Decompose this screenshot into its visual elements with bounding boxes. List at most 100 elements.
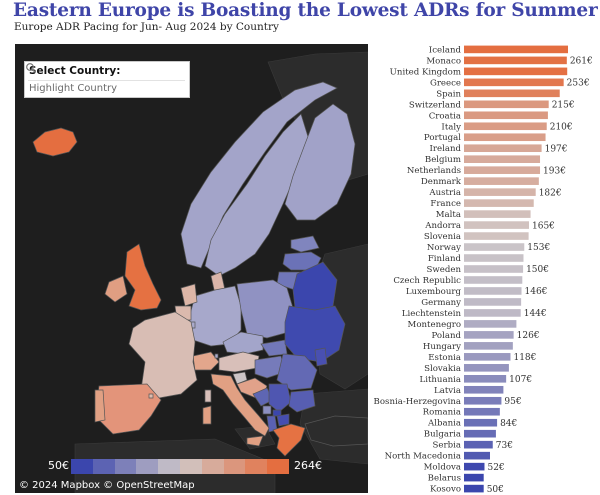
- map-poland: [236, 279, 294, 339]
- bar[interactable]: [464, 144, 542, 153]
- bar[interactable]: [464, 407, 500, 416]
- bar-category-label: Moldova: [424, 463, 461, 473]
- bar-category-label: Norway: [427, 243, 461, 253]
- map-hungary: [254, 355, 286, 379]
- bar[interactable]: [464, 67, 568, 76]
- bar[interactable]: [464, 342, 513, 350]
- map-austria: [218, 351, 260, 373]
- bar-category-label: Czech Republic: [393, 276, 461, 286]
- bar-value-label: 84€: [500, 419, 517, 429]
- bar-category-label: Spain: [436, 89, 461, 99]
- bar-value-label: 193€: [543, 166, 566, 176]
- bar[interactable]: [464, 440, 493, 449]
- bar-category-label: Albania: [427, 419, 461, 429]
- bar-category-label: Croatia: [429, 111, 461, 121]
- europe-choropleth-map[interactable]: Select Country: 50€ 264€ © 2024 Mapbox ©…: [15, 44, 368, 493]
- bar[interactable]: [464, 243, 525, 251]
- bar-category-label: Finland: [428, 254, 462, 264]
- bar[interactable]: [464, 56, 567, 65]
- map-montenegro: [262, 405, 272, 415]
- map-greece: [272, 423, 306, 457]
- map-uk: [124, 243, 162, 311]
- bar-value-label: 253€: [567, 79, 590, 89]
- page-subtitle: Europe ADR Pacing for Jun- Aug 2024 by C…: [14, 21, 279, 33]
- bar-category-label: Ireland: [430, 144, 462, 154]
- bar[interactable]: [464, 364, 509, 372]
- bar[interactable]: [464, 254, 524, 262]
- bar-category-label: Serbia: [433, 441, 461, 451]
- bar-category-label: Liechtenstein: [402, 309, 462, 319]
- bar[interactable]: [464, 78, 564, 87]
- bar-category-label: Monaco: [426, 56, 461, 66]
- map-bulgaria: [288, 389, 316, 413]
- bar-value-label: 144€: [524, 309, 547, 319]
- bar-value-label: 95€: [504, 397, 521, 407]
- bar[interactable]: [464, 396, 502, 405]
- bar[interactable]: [464, 122, 547, 131]
- bar[interactable]: [464, 188, 536, 196]
- bar[interactable]: [464, 331, 514, 339]
- bar-category-label: Portugal: [424, 133, 461, 143]
- bar[interactable]: [464, 177, 539, 185]
- bar[interactable]: [464, 89, 560, 98]
- bar[interactable]: [464, 375, 507, 383]
- map-ireland: [104, 275, 128, 303]
- bar[interactable]: [464, 385, 504, 394]
- bar-category-label: Hungary: [423, 342, 461, 352]
- legend-step: [201, 459, 224, 474]
- map-andorra: [148, 393, 154, 399]
- legend-step: [114, 459, 137, 474]
- bar[interactable]: [464, 287, 522, 295]
- bar[interactable]: [464, 133, 546, 142]
- bar[interactable]: [464, 484, 484, 493]
- map-slovakia: [260, 339, 288, 357]
- legend-step: [92, 459, 115, 474]
- bar[interactable]: [464, 155, 541, 163]
- bar-category-label: Slovenia: [424, 232, 461, 242]
- bar-category-label: Bosnia-Herzegovina: [374, 397, 461, 407]
- map-serbia: [268, 383, 292, 413]
- map-finland: [284, 103, 356, 221]
- bar[interactable]: [464, 320, 517, 328]
- map-netherlands: [180, 283, 198, 307]
- legend-step: [223, 459, 246, 474]
- search-icon[interactable]: [25, 62, 37, 74]
- country-search-input[interactable]: [28, 80, 185, 95]
- bar[interactable]: [464, 418, 498, 427]
- bar[interactable]: [464, 473, 484, 482]
- map-corsica: [204, 389, 212, 403]
- bar-category-label: Belgium: [425, 155, 461, 165]
- bar[interactable]: [464, 45, 568, 54]
- bar[interactable]: [464, 210, 531, 218]
- bar-value-label: 182€: [539, 188, 562, 198]
- bar[interactable]: [464, 166, 541, 174]
- map-switzerland: [192, 351, 220, 371]
- bar[interactable]: [464, 232, 529, 240]
- map-attribution[interactable]: © 2024 Mapbox © OpenStreetMap: [19, 480, 195, 491]
- bar[interactable]: [464, 221, 529, 229]
- bar[interactable]: [464, 265, 524, 273]
- bar[interactable]: [464, 111, 548, 120]
- country-shapes: [32, 81, 368, 457]
- bar[interactable]: [464, 100, 549, 109]
- bar[interactable]: [464, 353, 511, 361]
- map-sardinia: [202, 405, 212, 425]
- legend-step: [71, 459, 93, 474]
- bar[interactable]: [464, 429, 496, 438]
- bar[interactable]: [464, 451, 490, 460]
- map-ukraine: [284, 305, 346, 363]
- map-spain: [96, 383, 162, 435]
- map-iceland: [32, 127, 78, 157]
- bar[interactable]: [464, 298, 522, 306]
- map-sicily: [246, 435, 264, 447]
- bar[interactable]: [464, 462, 485, 471]
- bar-category-label: Andorra: [424, 221, 461, 231]
- bar-category-label: North Macedonia: [385, 452, 461, 462]
- map-canvas: [32, 51, 368, 493]
- bar[interactable]: [464, 199, 534, 207]
- bar[interactable]: [464, 276, 523, 284]
- bar[interactable]: [464, 309, 521, 317]
- bar-category-label: Slovakia: [424, 364, 461, 374]
- legend-step: [158, 459, 180, 474]
